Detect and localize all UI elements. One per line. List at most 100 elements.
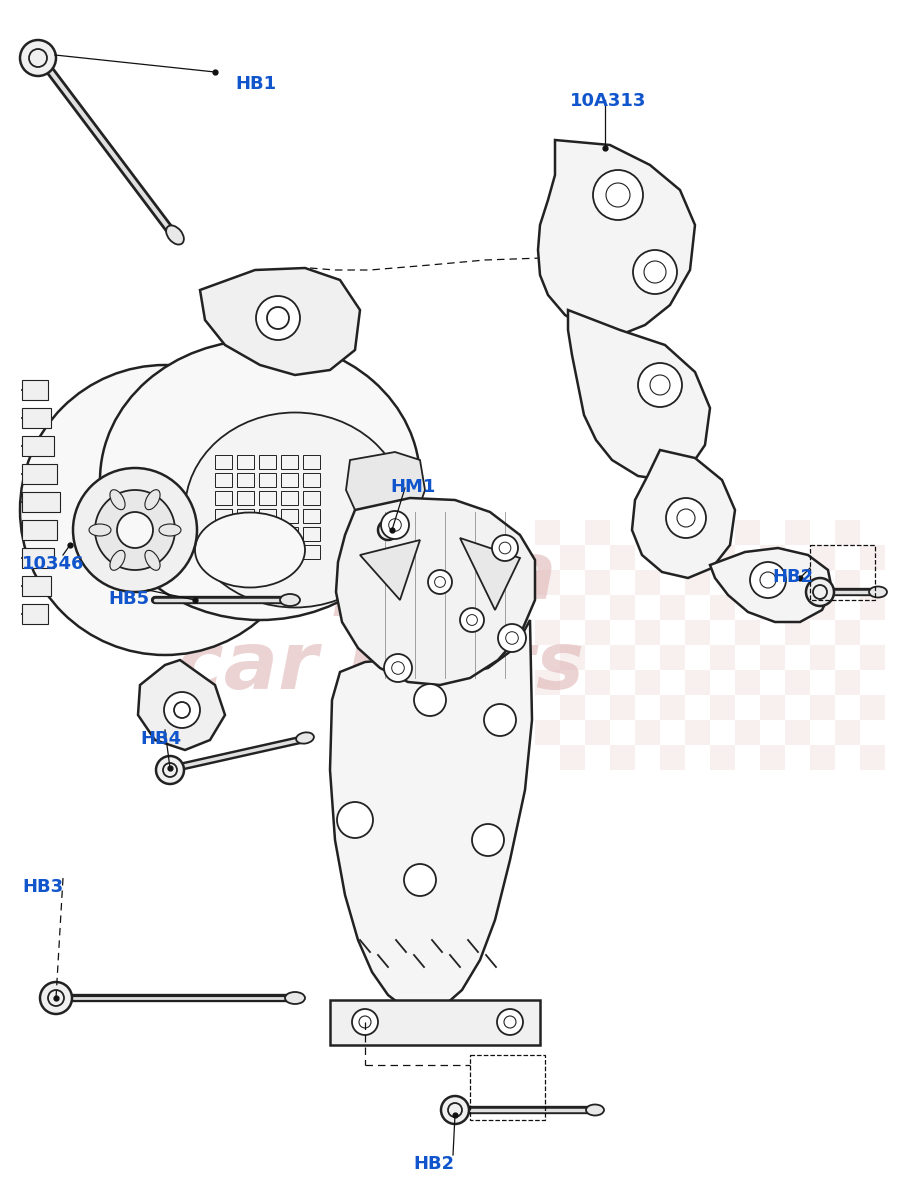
Circle shape bbox=[484, 704, 516, 736]
Bar bbox=[635, 670, 660, 695]
Text: HB1: HB1 bbox=[235, 74, 276, 92]
Bar bbox=[635, 570, 660, 595]
Text: HM1: HM1 bbox=[390, 478, 436, 496]
Bar bbox=[685, 570, 710, 595]
Text: HB4: HB4 bbox=[140, 730, 181, 748]
Circle shape bbox=[73, 468, 197, 592]
Bar bbox=[22, 436, 54, 456]
Bar bbox=[760, 646, 785, 670]
Bar bbox=[710, 545, 735, 570]
Polygon shape bbox=[330, 620, 532, 1012]
Bar bbox=[585, 620, 610, 646]
Polygon shape bbox=[460, 538, 520, 610]
Bar bbox=[760, 695, 785, 720]
Bar bbox=[215, 491, 232, 505]
Polygon shape bbox=[710, 548, 832, 622]
Bar bbox=[760, 745, 785, 770]
Bar bbox=[259, 473, 276, 487]
Bar bbox=[22, 520, 57, 540]
Circle shape bbox=[414, 684, 446, 716]
Bar bbox=[635, 620, 660, 646]
Text: 10346: 10346 bbox=[22, 554, 84, 572]
Bar bbox=[237, 509, 254, 523]
Bar bbox=[785, 620, 810, 646]
Bar bbox=[810, 695, 835, 720]
Bar bbox=[860, 595, 885, 620]
Circle shape bbox=[117, 512, 153, 548]
Bar bbox=[785, 670, 810, 695]
Bar bbox=[259, 491, 276, 505]
Bar bbox=[215, 545, 232, 559]
Ellipse shape bbox=[100, 340, 420, 620]
Bar bbox=[735, 520, 760, 545]
Bar bbox=[237, 491, 254, 505]
Text: HB2: HB2 bbox=[413, 1154, 454, 1174]
Bar bbox=[735, 720, 760, 745]
Bar bbox=[585, 720, 610, 745]
Bar bbox=[810, 545, 835, 570]
Bar bbox=[215, 473, 232, 487]
Polygon shape bbox=[346, 452, 425, 518]
Circle shape bbox=[95, 490, 175, 570]
Bar bbox=[281, 455, 298, 469]
Bar bbox=[835, 520, 860, 545]
Circle shape bbox=[638, 362, 682, 407]
Text: 10A313: 10A313 bbox=[570, 92, 646, 110]
Bar bbox=[785, 520, 810, 545]
Circle shape bbox=[404, 864, 436, 896]
Bar bbox=[215, 509, 232, 523]
Bar bbox=[710, 646, 735, 670]
Ellipse shape bbox=[296, 732, 314, 744]
Bar bbox=[237, 473, 254, 487]
Circle shape bbox=[337, 802, 373, 838]
Ellipse shape bbox=[167, 226, 184, 245]
Bar bbox=[635, 520, 660, 545]
Bar bbox=[22, 604, 48, 624]
Bar bbox=[22, 408, 51, 428]
Bar bbox=[710, 595, 735, 620]
Bar bbox=[535, 520, 560, 545]
Bar bbox=[585, 520, 610, 545]
Bar bbox=[610, 646, 635, 670]
Bar bbox=[585, 570, 610, 595]
Bar bbox=[735, 570, 760, 595]
Text: HB5: HB5 bbox=[108, 590, 149, 608]
Bar bbox=[860, 745, 885, 770]
Bar bbox=[835, 670, 860, 695]
Circle shape bbox=[498, 624, 526, 652]
Bar bbox=[22, 576, 51, 596]
Bar bbox=[237, 455, 254, 469]
Bar bbox=[215, 455, 232, 469]
Bar bbox=[810, 595, 835, 620]
Text: séquoia
car parts: séquoia car parts bbox=[176, 534, 584, 706]
Bar bbox=[860, 545, 885, 570]
Bar bbox=[710, 745, 735, 770]
Bar bbox=[535, 570, 560, 595]
Bar bbox=[237, 545, 254, 559]
Bar bbox=[560, 695, 585, 720]
Bar bbox=[22, 548, 54, 568]
Polygon shape bbox=[360, 540, 420, 600]
Circle shape bbox=[806, 578, 834, 606]
Bar bbox=[610, 545, 635, 570]
Circle shape bbox=[352, 1009, 378, 1034]
Circle shape bbox=[633, 250, 677, 294]
Bar bbox=[560, 545, 585, 570]
Text: HB3: HB3 bbox=[22, 878, 63, 896]
Bar bbox=[535, 670, 560, 695]
Ellipse shape bbox=[110, 490, 125, 510]
Bar bbox=[735, 670, 760, 695]
Circle shape bbox=[381, 511, 409, 539]
Ellipse shape bbox=[195, 512, 305, 588]
Bar bbox=[237, 527, 254, 541]
Bar bbox=[259, 545, 276, 559]
Bar bbox=[215, 527, 232, 541]
Bar bbox=[660, 745, 685, 770]
Bar bbox=[860, 695, 885, 720]
Bar bbox=[760, 595, 785, 620]
Bar bbox=[281, 545, 298, 559]
Bar bbox=[259, 527, 276, 541]
Circle shape bbox=[441, 1096, 469, 1124]
Bar bbox=[303, 491, 320, 505]
Bar bbox=[281, 509, 298, 523]
